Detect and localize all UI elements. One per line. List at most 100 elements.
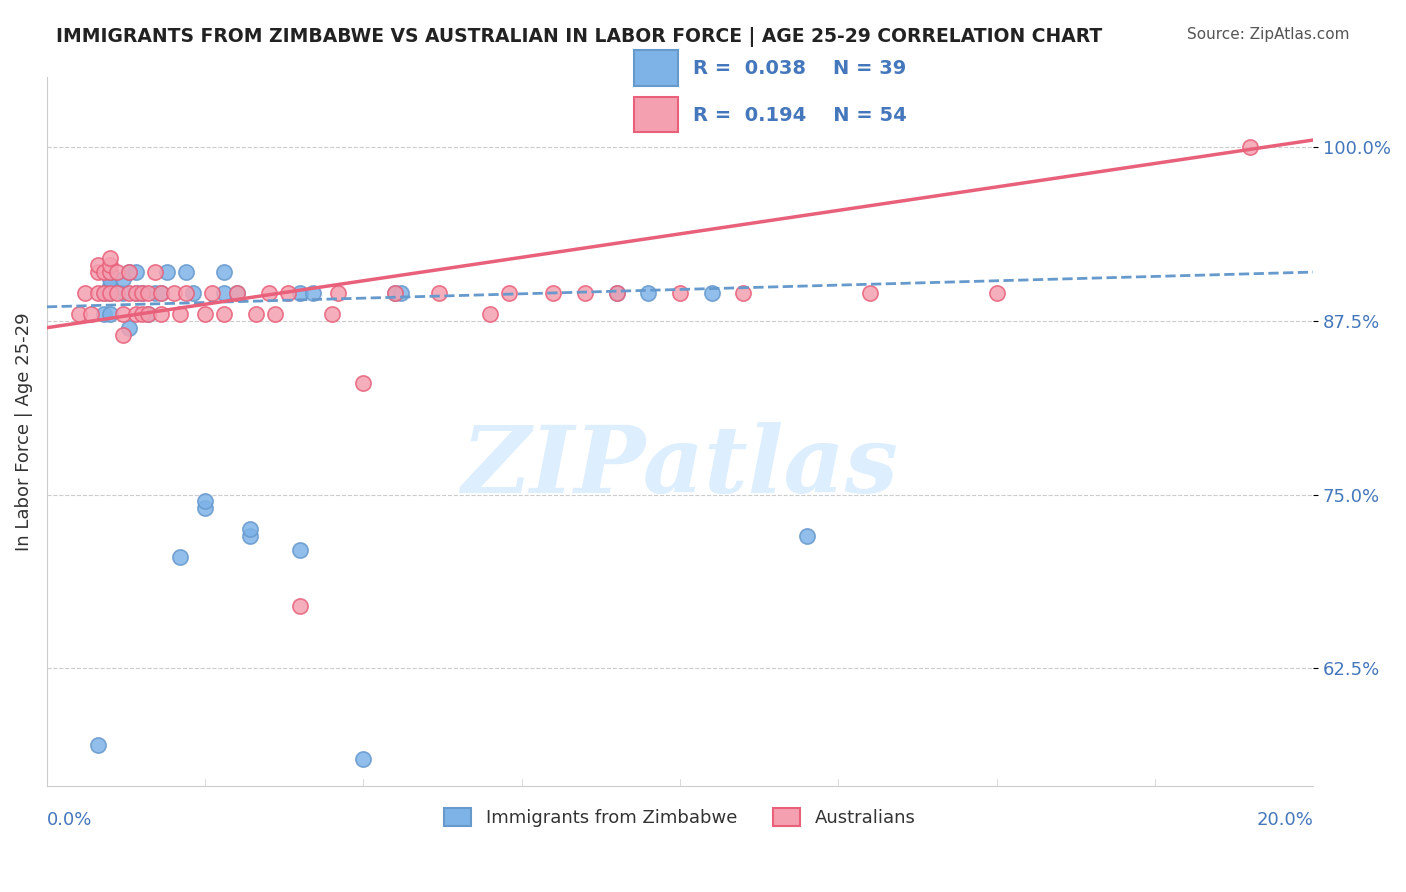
Point	[353, 376, 375, 391]
Point	[98, 251, 121, 265]
Point	[143, 265, 166, 279]
Point	[124, 285, 146, 300]
Point	[212, 265, 235, 279]
Point	[111, 285, 134, 300]
Point	[73, 285, 96, 300]
Point	[98, 265, 121, 279]
Point	[1239, 140, 1261, 154]
Point	[276, 285, 298, 300]
Point	[80, 307, 103, 321]
Point	[796, 529, 818, 543]
Point	[733, 285, 755, 300]
Point	[669, 285, 692, 300]
Point	[391, 285, 413, 300]
Text: Source: ZipAtlas.com: Source: ZipAtlas.com	[1187, 27, 1350, 42]
Point	[238, 522, 260, 536]
Text: 0.0%: 0.0%	[46, 812, 93, 830]
Point	[212, 307, 235, 321]
Point	[257, 285, 280, 300]
Point	[98, 272, 121, 286]
Point	[111, 307, 134, 321]
Point	[606, 285, 628, 300]
Point	[288, 285, 311, 300]
Point	[606, 285, 628, 300]
Point	[384, 285, 406, 300]
Point	[149, 285, 172, 300]
Point	[225, 285, 247, 300]
Point	[859, 285, 882, 300]
Point	[98, 265, 121, 279]
Point	[118, 265, 141, 279]
Point	[263, 307, 285, 321]
Point	[105, 265, 128, 279]
Point	[212, 285, 235, 300]
Bar	[634, 50, 678, 87]
Point	[174, 285, 197, 300]
Legend: Immigrants from Zimbabwe, Australians: Immigrants from Zimbabwe, Australians	[437, 800, 922, 834]
Point	[111, 327, 134, 342]
Text: R =  0.038    N = 39: R = 0.038 N = 39	[693, 60, 907, 78]
Point	[149, 285, 172, 300]
Point	[162, 285, 184, 300]
Point	[118, 285, 141, 300]
Point	[105, 285, 128, 300]
Y-axis label: In Labor Force | Age 25-29: In Labor Force | Age 25-29	[15, 313, 32, 551]
Text: IMMIGRANTS FROM ZIMBABWE VS AUSTRALIAN IN LABOR FORCE | AGE 25-29 CORRELATION CH: IMMIGRANTS FROM ZIMBABWE VS AUSTRALIAN I…	[56, 27, 1102, 46]
Point	[136, 307, 159, 321]
Point	[288, 599, 311, 613]
Point	[149, 307, 172, 321]
Point	[124, 265, 146, 279]
Point	[181, 285, 204, 300]
Point	[86, 265, 108, 279]
Point	[986, 285, 1008, 300]
Point	[111, 272, 134, 286]
Bar	[634, 96, 678, 132]
Point	[479, 307, 502, 321]
Point	[498, 285, 520, 300]
Point	[245, 307, 267, 321]
Point	[136, 307, 159, 321]
Point	[637, 285, 659, 300]
Point	[321, 307, 343, 321]
Point	[86, 285, 108, 300]
Point	[174, 265, 197, 279]
Point	[118, 320, 141, 334]
Point	[93, 285, 115, 300]
Point	[98, 307, 121, 321]
Point	[288, 543, 311, 558]
Point	[98, 285, 121, 300]
Point	[136, 285, 159, 300]
Point	[169, 307, 191, 321]
Text: R =  0.194    N = 54: R = 0.194 N = 54	[693, 105, 907, 125]
Point	[124, 307, 146, 321]
Point	[131, 285, 153, 300]
Point	[194, 501, 217, 516]
Point	[194, 494, 217, 508]
Point	[225, 285, 247, 300]
Point	[98, 285, 121, 300]
Point	[194, 307, 217, 321]
Point	[301, 285, 323, 300]
Point	[86, 258, 108, 272]
Point	[429, 285, 451, 300]
Point	[200, 285, 222, 300]
Point	[124, 285, 146, 300]
Point	[98, 258, 121, 272]
Point	[98, 279, 121, 293]
Point	[118, 265, 141, 279]
Text: 20.0%: 20.0%	[1257, 812, 1313, 830]
Point	[353, 752, 375, 766]
Point	[86, 738, 108, 752]
Point	[131, 285, 153, 300]
Point	[169, 550, 191, 565]
Point	[238, 529, 260, 543]
Point	[700, 285, 723, 300]
Point	[93, 265, 115, 279]
Point	[543, 285, 565, 300]
Text: ZIPatlas: ZIPatlas	[461, 423, 898, 512]
Point	[384, 285, 406, 300]
Point	[67, 307, 90, 321]
Point	[328, 285, 350, 300]
Point	[156, 265, 179, 279]
Point	[131, 307, 153, 321]
